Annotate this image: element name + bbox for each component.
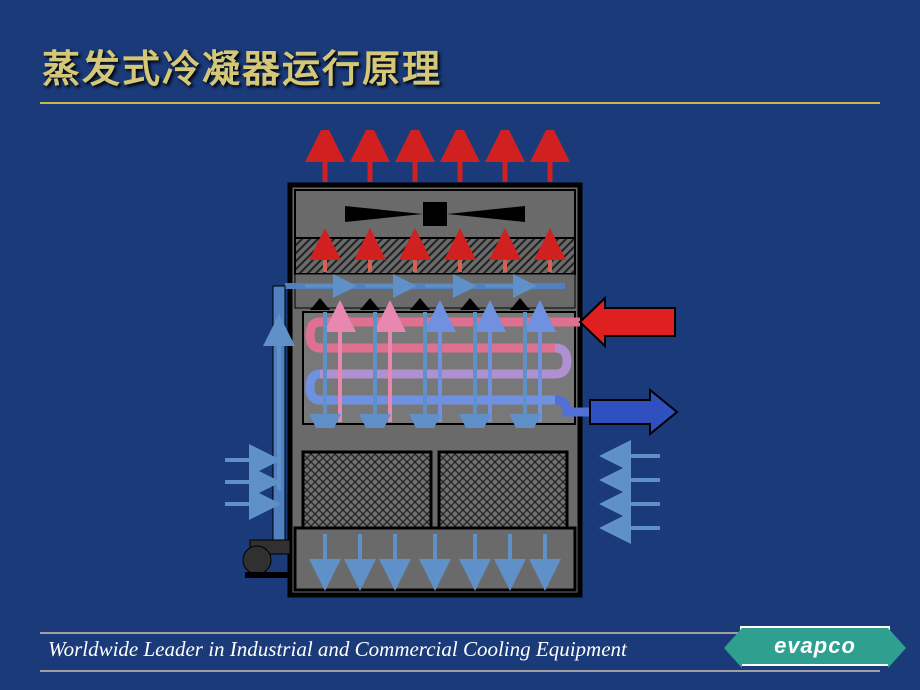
condenser-diagram	[195, 130, 725, 610]
refrigerant-out-arrow	[590, 390, 677, 434]
air-in-left	[225, 460, 265, 504]
exhaust-arrows	[325, 142, 550, 182]
fill-left	[303, 452, 431, 528]
diagram-svg	[195, 130, 725, 610]
logo-text: evapco	[774, 633, 856, 659]
air-in-right	[615, 456, 660, 528]
refrigerant-in-arrow	[580, 298, 675, 346]
evapco-logo: evapco	[740, 626, 890, 680]
slide-title: 蒸发式冷凝器运行原理	[42, 38, 442, 93]
mist-eliminator	[295, 238, 575, 274]
louver-gap	[295, 428, 575, 450]
fill-right	[439, 452, 567, 528]
basin-water-arrows	[325, 534, 545, 575]
pump-icon	[243, 540, 291, 578]
logo-shape: evapco	[740, 626, 890, 666]
title-underline	[40, 102, 880, 104]
spray-zone	[295, 274, 575, 308]
tagline: Worldwide Leader in Industrial and Comme…	[48, 637, 627, 662]
